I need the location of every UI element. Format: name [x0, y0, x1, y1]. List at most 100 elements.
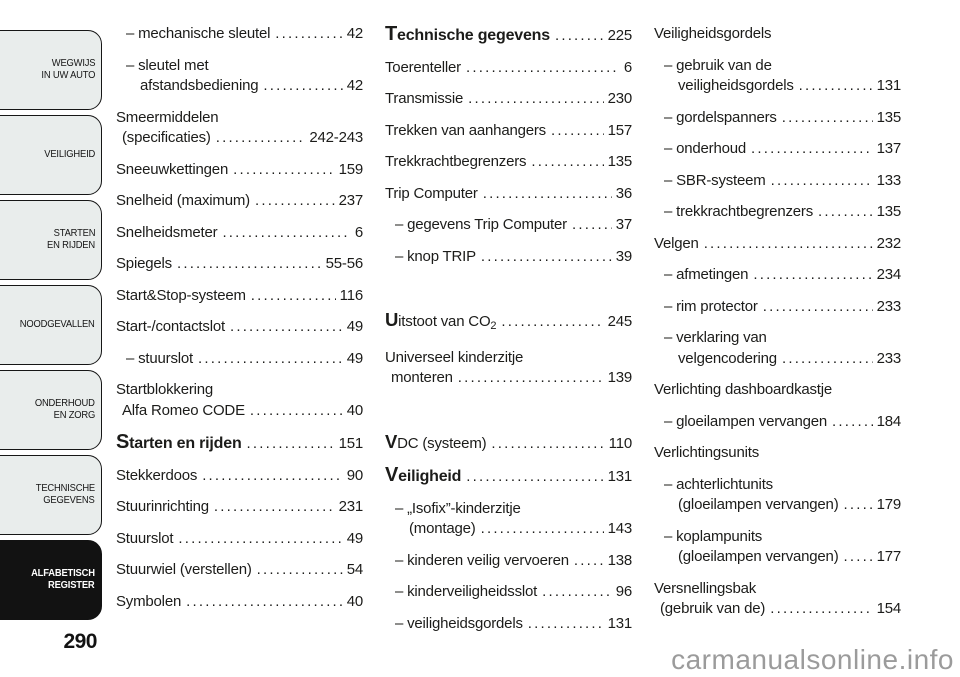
index-entry: – verklaring van velgencodering..........… [654, 328, 901, 369]
entry-label: – verklaring van [664, 329, 767, 346]
entry-label: – kinderen veilig vervoeren [395, 551, 569, 569]
sidebar-tab-label: ALFABETISCH [31, 567, 95, 579]
sidebar-tab-label: EN ZORG [53, 410, 95, 421]
index-entry-line: Veiligheid..............................… [385, 465, 632, 488]
index-entry-line: Snelheid (maximum)......................… [116, 191, 363, 212]
entry-label: Smeermiddelen [116, 108, 219, 126]
dot-leader: ........................................… [781, 349, 873, 367]
entry-label: – stuurslot [126, 349, 193, 367]
index-entry-line: Sneeuwkettingen.........................… [116, 160, 363, 181]
index-entry-line: – SBR-systeem...........................… [654, 171, 901, 192]
dot-leader: ........................................… [501, 313, 604, 330]
entry-page-number: 154 [876, 600, 902, 617]
dot-leader: ........................................… [202, 466, 343, 484]
dot-leader: ........................................… [249, 401, 343, 419]
dot-leader: ........................................… [222, 223, 351, 241]
index-entry: Velgen..................................… [654, 234, 901, 255]
entry-page-number: 233 [876, 297, 902, 315]
entry-page-number: 42 [346, 25, 364, 42]
index-entry-line: Veiligheidsgordels [654, 24, 901, 45]
dot-leader: ........................................… [457, 369, 604, 386]
index-entry-line: VDC (systeem)...........................… [385, 431, 632, 455]
index-entry-line: Uitstoot van CO2........................… [385, 309, 632, 337]
entry-page-number: 137 [876, 140, 902, 157]
sidebar-tab-noodgevallen: NOODGEVALLEN [0, 285, 102, 365]
entry-page-number: 179 [876, 496, 902, 513]
dot-leader: ........................................… [762, 297, 873, 315]
index-entry: Trekkrachtbegrenzers....................… [385, 152, 632, 173]
index-entry: – gegevens Trip Computer................… [385, 215, 632, 236]
dot-leader: ........................................… [798, 77, 873, 94]
index-entry: Stuurslot...............................… [116, 529, 363, 550]
sidebar-tab-veiligheid: VEILIGHEID [0, 115, 102, 195]
entry-label: – koplampunits [664, 527, 763, 545]
sidebar-tab-alfabetisch-register: ALFABETISCH REGISTER [0, 540, 102, 620]
sidebar-tab-starten-en-rijden: STARTEN EN RIJDEN [0, 200, 102, 280]
entry-label: (gebruik van de) [660, 600, 766, 617]
dot-leader: ........................................… [178, 529, 342, 547]
entry-page-number: 6 [354, 223, 363, 241]
index-entry-line: – kinderveiligheidsslot.................… [385, 582, 632, 603]
index-entry-line: – afmetingen............................… [654, 265, 901, 286]
entry-page-number: 225 [607, 27, 633, 44]
dot-leader: ........................................… [233, 160, 335, 178]
dot-leader: ........................................… [186, 592, 343, 610]
entry-page-number: 135 [876, 203, 902, 220]
entry-label: Spiegels [116, 255, 172, 272]
index-entry-line: (gloeilampen vervangen).................… [654, 547, 901, 568]
index-entry-line: Stuurinrichting.........................… [116, 497, 363, 518]
entry-page-number: 177 [876, 548, 902, 565]
dot-leader: ........................................… [753, 266, 873, 283]
entry-page-number: 36 [615, 184, 633, 202]
index-entry: Trip Computer...........................… [385, 184, 632, 205]
entry-page-number: 40 [346, 401, 364, 419]
index-entry-line: – verklaring van [654, 328, 901, 349]
index-entry-line: – achterlichtunits [654, 475, 901, 496]
index-entry: Spiegels................................… [116, 254, 363, 275]
sidebar-tab-wegwijs-in-uw-auto: WEGWIJS IN UW AUTO [0, 30, 102, 110]
index-entry: – onderhoud.............................… [654, 139, 901, 160]
entry-label: – veiligheidsgordels [395, 614, 523, 632]
index-entry-line: Verlichting dashboardkastje [654, 380, 901, 401]
index-entry-line: Universeel kinderzitje [385, 348, 632, 369]
entry-label: – mechanische sleutel [126, 25, 271, 42]
entry-label: Snelheid (maximum) [116, 192, 250, 209]
entry-label: Velgen [654, 234, 699, 252]
index-entry-line: – „Isofix”-kinderzitje [385, 499, 632, 520]
dot-leader: ........................................… [843, 548, 873, 565]
index-entry-line: – rim protector.........................… [654, 297, 901, 318]
index-entry: – knop TRIP.............................… [385, 247, 632, 268]
index-column: Veiligheidsgordels – gebruik van de veilig… [654, 24, 901, 634]
entry-page-number: 49 [346, 349, 364, 367]
entry-page-number: 232 [876, 234, 902, 252]
entry-page-number: 37 [615, 216, 633, 233]
index-entry: – kinderen veilig vervoeren.............… [385, 551, 632, 572]
index-entry-line: veiligheidsgordels......................… [654, 76, 901, 97]
entry-page-number: 49 [346, 318, 364, 335]
index-entry-line: – koplampunits [654, 527, 901, 548]
index-entry: Stekkerdoos.............................… [116, 466, 363, 487]
dot-leader: ........................................… [542, 583, 612, 600]
entry-label: – gebruik van de [664, 56, 772, 74]
index-entry-line: (gebruik van de)........................… [654, 599, 901, 620]
index-entry-line: Velgen..................................… [654, 234, 901, 255]
entry-page-number: 135 [607, 153, 633, 170]
entry-page-number: 242-243 [309, 129, 363, 146]
index-entry-line: Symbolen................................… [116, 592, 363, 613]
entry-page-number: 237 [338, 192, 364, 209]
index-entry-line: Start&Stop-systeem......................… [116, 286, 363, 307]
dot-leader: ........................................… [256, 561, 343, 578]
entry-label: afstandsbediening [140, 77, 259, 94]
index-entry: Versnellingsbak (gebruik van de).........… [654, 579, 901, 620]
entry-label: Trekken van aanhangers [385, 121, 546, 139]
entry-label: (montage) [409, 520, 476, 537]
index-entry: – mechanische sleutel...................… [116, 24, 363, 45]
index-entry-line: Verlichtingsunits [654, 443, 901, 464]
index-entry: Uitstoot van CO2........................… [385, 309, 632, 337]
entry-label: Startblokkering [116, 381, 214, 398]
dot-leader: ........................................… [215, 129, 306, 146]
entry-page-number: 139 [607, 369, 633, 386]
entry-page-number: 131 [607, 468, 633, 485]
entry-page-number: 138 [607, 551, 633, 569]
index-entry: Universeel kinderzitje monteren..........… [385, 348, 632, 389]
